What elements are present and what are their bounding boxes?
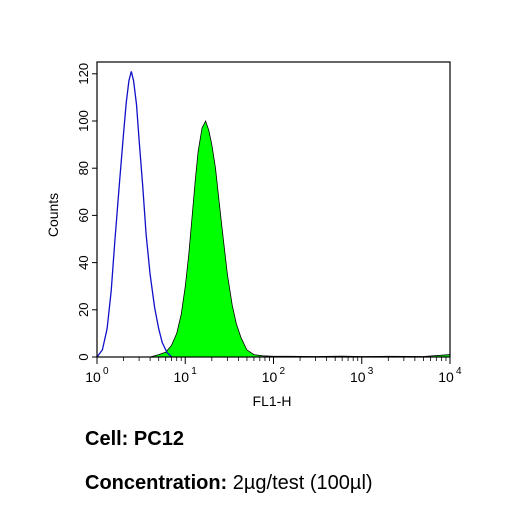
x-tick-exponent: 0 — [103, 366, 109, 377]
y-axis: 0 20 40 60 80 100 120 — [76, 63, 97, 361]
x-tick-base: 10 — [350, 369, 366, 385]
y-axis-label: Counts — [45, 193, 61, 237]
x-tick-exponent: 1 — [191, 366, 197, 377]
x-tick-base: 10 — [85, 369, 101, 385]
x-tick-base: 10 — [438, 369, 454, 385]
concentration-value: 2µg/test (100µl) — [232, 472, 373, 494]
y-tick-label: 120 — [76, 63, 91, 85]
x-tick-label: 10 1 — [173, 366, 197, 385]
x-tick-label: 10 3 — [350, 366, 374, 385]
x-axis: 10 0 10 1 10 2 10 3 10 4 — [85, 357, 462, 385]
sample-histogram-fill — [149, 119, 451, 358]
x-tick-label: 10 2 — [262, 366, 286, 385]
x-tick-exponent: 2 — [280, 366, 286, 377]
x-tick-exponent: 3 — [368, 366, 374, 377]
y-tick-label: 40 — [76, 255, 91, 269]
control-histogram-line — [96, 71, 173, 358]
x-tick-base: 10 — [173, 369, 189, 385]
plot-frame — [96, 61, 451, 358]
x-tick-label: 10 0 — [85, 366, 109, 385]
concentration-caption: Concentration: 2µg/test (100µl) — [85, 472, 373, 495]
y-tick-label: 80 — [76, 161, 91, 175]
y-tick-label: 20 — [76, 303, 91, 317]
x-tick-base: 10 — [262, 369, 278, 385]
cell-value: PC12 — [133, 428, 184, 450]
y-tick-label: 60 — [76, 208, 91, 222]
x-tick-exponent: 4 — [456, 366, 462, 377]
cell-caption: Cell: PC12 — [85, 428, 184, 451]
cell-label: Cell: — [85, 428, 129, 450]
y-tick-label: 0 — [76, 353, 91, 360]
x-axis-label: FL1-H — [253, 393, 292, 409]
x-tick-label: 10 4 — [438, 366, 462, 385]
y-tick-label: 100 — [76, 110, 91, 132]
concentration-label: Concentration: — [85, 472, 228, 494]
